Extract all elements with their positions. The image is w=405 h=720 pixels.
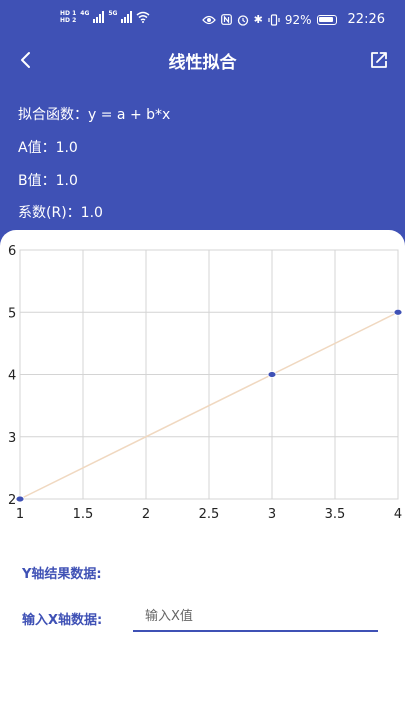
x-tick-label: 2.5 [199,507,220,522]
x-tick-label: 1.5 [73,507,94,522]
status-left: HD 1 HD 2 4G 5G [60,10,150,24]
y-result-label: Y轴结果数据: [22,567,102,582]
status-bar: HD 1 HD 2 4G 5G [0,0,405,40]
sim1-label: HD 1 [60,10,77,17]
share-button[interactable] [367,48,391,72]
b-value: 1.0 [55,173,78,189]
status-right: ✱ 92% 22:26 [201,12,385,27]
vibrate-icon [268,13,280,26]
fit-chart[interactable]: 1 1.5 2 2.5 3 3.5 4 2 3 4 5 6 [0,230,405,530]
battery-icon [316,14,337,25]
x-tick-label: 4 [394,507,402,522]
header-background [0,0,405,250]
plot-frame [19,249,399,500]
page-title: 线性拟合 [168,53,237,73]
y-tick-label: 3 [8,431,16,446]
data-point [267,371,277,378]
network1-label: 4G [80,10,90,17]
a-value-label: A值： [18,140,56,156]
y-tick-label: 2 [8,493,16,508]
b-value-label: B值： [18,173,56,189]
chevron-left-icon [21,52,30,68]
r-value: 1.0 [80,205,103,221]
battery-percent: 92% [284,12,312,27]
x-tick-label: 2 [142,507,150,522]
data-point [15,495,25,503]
eye-icon [201,15,216,24]
x-tick-label: 3 [268,507,276,522]
signal1-icon [93,11,105,23]
x-tick-label: 1 [16,507,24,522]
sim2-label: HD 2 [60,17,77,24]
fit-function-line: 拟合函数：y = a + b*x [18,104,170,124]
title-bar: 线性拟合 [0,40,405,80]
x-value-input[interactable] [133,602,378,632]
network2-label: 5G [108,10,118,17]
nfc-icon [220,14,232,25]
status-time: 22:26 [347,12,385,27]
y-tick-label: 4 [8,369,16,384]
y-tick-label: 5 [8,306,16,321]
share-export-icon [371,52,387,68]
y-tick-label: 6 [8,244,16,259]
chart-card [0,230,405,530]
x-tick-label: 3.5 [325,507,346,522]
bluetooth-icon: ✱ [253,12,263,26]
fit-line [19,311,399,500]
a-value-line: A值：1.0 [18,137,78,157]
sim-indicators: HD 1 HD 2 [60,10,76,24]
alarm-icon [237,14,248,26]
a-value: 1.0 [55,140,78,156]
back-button[interactable] [12,46,40,74]
r-value-label: 系数(R)： [18,205,81,221]
fit-function-value: y = a + b*x [88,107,171,123]
b-value-line: B值：1.0 [18,170,78,190]
wifi-icon [137,11,150,23]
x-input-label: 输入X轴数据: [22,613,103,628]
r-value-line: 系数(R)：1.0 [18,202,103,222]
fit-function-label: 拟合函数： [18,107,88,123]
data-point [393,308,403,316]
signal2-icon [121,11,133,23]
